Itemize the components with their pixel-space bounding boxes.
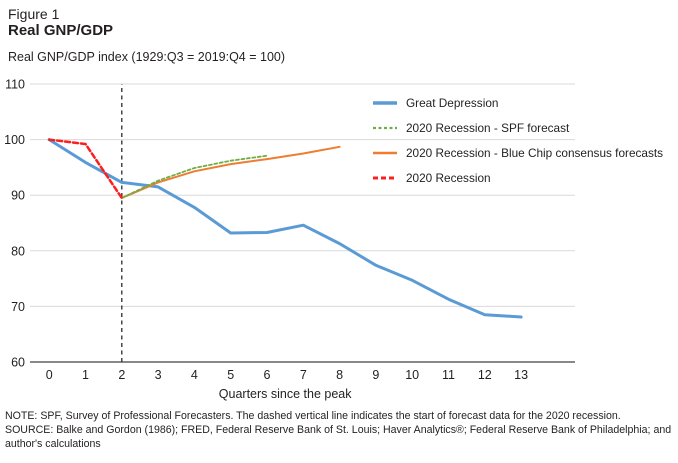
x-axis-title: Quarters since the peak [219,387,352,401]
series-line-blue-chip [120,145,341,199]
x-tick-label-4: 4 [191,368,198,382]
legend-swatch-spf-forecast [373,126,397,129]
x-tick-label-13: 13 [514,368,528,382]
y-tick-label-80: 80 [11,244,25,258]
x-tick-label-0: 0 [46,368,53,382]
x-tick-label-8: 8 [336,368,343,382]
x-tick-label-12: 12 [478,368,492,382]
y-axis-caption: Real GNP/GDP index (1929:Q3 = 2019:Q4 = … [8,50,286,64]
x-tick-label-11: 11 [442,368,455,382]
x-tick-label-10: 10 [405,368,419,382]
legend-swatch-blue-chip [373,151,397,154]
legend-label-blue-chip: 2020 Recession - Blue Chip consensus for… [406,145,664,160]
legend-label-spf-forecast: 2020 Recession - SPF forecast [406,120,570,135]
legend-swatch-great-depression [373,100,397,105]
figure-title: Real GNP/GDP [8,22,114,39]
legend-item-great-depression: Great Depression [372,90,663,115]
legend-label-great-depression: Great Depression [406,95,499,110]
legend-swatch-2020-recession [373,176,397,179]
legend-item-spf-forecast: 2020 Recession - SPF forecast [372,115,663,140]
source-line: SOURCE: Balke and Gordon (1986); FRED, F… [5,424,672,451]
x-tick-label-1: 1 [82,368,89,382]
note-line: NOTE: SPF, Survey of Professional Foreca… [5,410,621,422]
legend-item-2020-recession: 2020 Recession [372,165,663,190]
legend-label-2020-recession: 2020 Recession [406,170,491,185]
legend-item-blue-chip: 2020 Recession - Blue Chip consensus for… [372,140,663,165]
series-line-2020-recession [47,138,124,200]
x-tick-label-5: 5 [227,368,234,382]
y-tick-label-90: 90 [11,189,25,203]
y-tick-label-60: 60 [11,356,25,370]
y-tick-label-110: 110 [5,78,25,92]
x-tick-label-2: 2 [118,368,125,382]
x-tick-label-6: 6 [264,368,271,382]
chart-legend: Great Depression 2020 Recession - SPF for… [372,90,663,190]
x-tick-label-3: 3 [155,368,162,382]
x-tick-label-9: 9 [372,368,379,382]
y-tick-label-70: 70 [11,300,25,314]
x-tick-label-7: 7 [300,368,307,382]
series-line-spf-forecast [120,154,268,199]
footnotes: NOTE: SPF, Survey of Professional Foreca… [5,409,675,452]
figure-label: Figure 1 [8,6,60,22]
series-line-great-depression [47,138,523,319]
y-tick-label-100: 100 [4,133,25,147]
